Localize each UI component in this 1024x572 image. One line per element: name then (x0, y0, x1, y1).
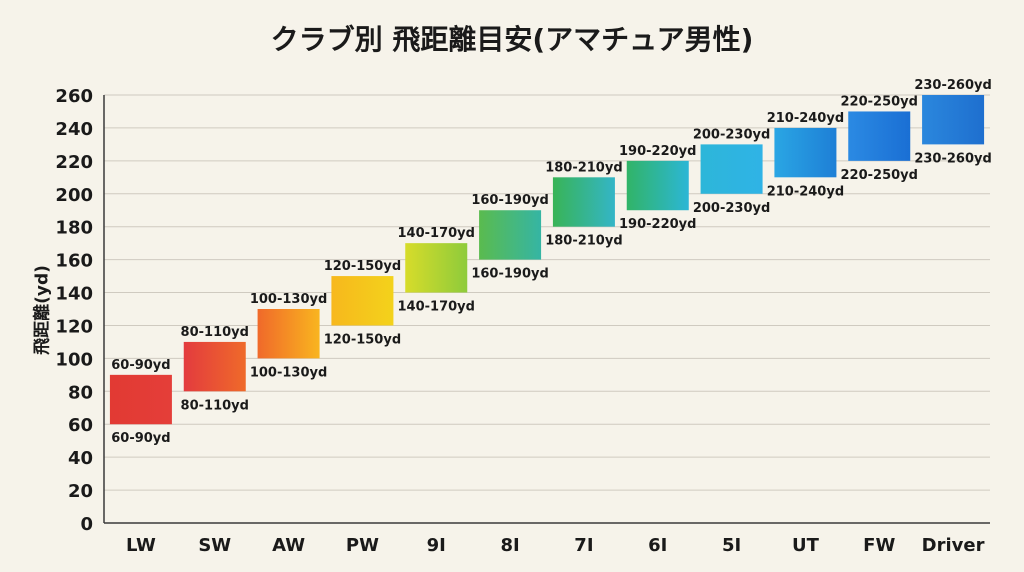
bar-label-bottom: 180-210yd (545, 234, 622, 249)
x-tick-label: 8I (500, 535, 519, 556)
bar-label-top: 220-250yd (841, 94, 918, 109)
x-tick-label: 6I (648, 535, 667, 556)
x-tick-label: FW (863, 535, 895, 556)
bar-label-top: 80-110yd (181, 325, 249, 340)
y-tick-label: 220 (55, 152, 93, 173)
y-tick-label: 240 (55, 119, 93, 140)
y-tick-label: 60 (68, 415, 93, 436)
bar-label-bottom: 140-170yd (398, 300, 475, 315)
y-tick-label: 180 (55, 218, 93, 239)
bar-fw (848, 111, 911, 161)
bar-pw (331, 276, 394, 326)
x-tick-label: 7I (574, 535, 593, 556)
bar-label-bottom: 60-90yd (111, 431, 170, 446)
y-tick-label: 200 (55, 185, 93, 206)
bar-label-bottom: 230-260yd (914, 151, 991, 166)
y-tick-label: 40 (68, 448, 93, 469)
bar-aw (257, 309, 320, 359)
y-tick-label: 160 (55, 251, 93, 272)
bar-9i (405, 243, 468, 293)
bar-label-bottom: 80-110yd (181, 398, 249, 413)
bar-label-top: 100-130yd (250, 292, 327, 307)
x-tick-label: SW (198, 535, 231, 556)
bar-label-bottom: 100-130yd (250, 365, 327, 380)
y-tick-label: 0 (80, 514, 93, 535)
x-tick-label: AW (272, 535, 305, 556)
bar-6i (626, 160, 689, 211)
x-tick-label: PW (346, 535, 379, 556)
bar-lw (109, 374, 172, 425)
bar-label-top: 60-90yd (111, 358, 170, 373)
bar-label-bottom: 220-250yd (841, 168, 918, 183)
x-tick-label: 5I (722, 535, 741, 556)
bar-label-bottom: 120-150yd (324, 332, 401, 347)
bar-label-top: 190-220yd (619, 144, 696, 159)
bar-label-top: 140-170yd (398, 226, 475, 241)
bar-label-top: 180-210yd (545, 160, 622, 175)
bar-5i (700, 144, 763, 194)
bar-label-bottom: 190-220yd (619, 217, 696, 232)
x-tick-label: 9I (427, 535, 446, 556)
y-tick-label: 120 (55, 316, 93, 337)
bar-label-top: 200-230yd (693, 127, 770, 142)
bar-label-top: 210-240yd (767, 111, 844, 126)
x-tick-label: LW (126, 535, 156, 556)
y-tick-label: 20 (68, 481, 93, 502)
bar-label-top: 120-150yd (324, 259, 401, 274)
bar-label-bottom: 210-240yd (767, 184, 844, 199)
bar-ut (774, 127, 837, 178)
bar-label-top: 160-190yd (471, 193, 548, 208)
bar-7i (552, 177, 615, 227)
y-tick-label: 80 (68, 382, 93, 403)
x-tick-label: UT (792, 535, 820, 556)
x-tick-label: Driver (922, 535, 985, 556)
bar-label-top: 230-260yd (914, 78, 991, 93)
chart-title: クラブ別 飛距離目安(アマチュア男性) (270, 23, 754, 56)
bar-driver (922, 95, 985, 145)
bar-sw (183, 341, 246, 392)
y-tick-label: 100 (55, 349, 93, 370)
y-tick-label: 260 (55, 86, 93, 107)
bar-label-bottom: 160-190yd (471, 267, 548, 282)
y-tick-label: 140 (55, 284, 93, 305)
bar-8i (479, 210, 542, 260)
bar-label-bottom: 200-230yd (693, 201, 770, 216)
